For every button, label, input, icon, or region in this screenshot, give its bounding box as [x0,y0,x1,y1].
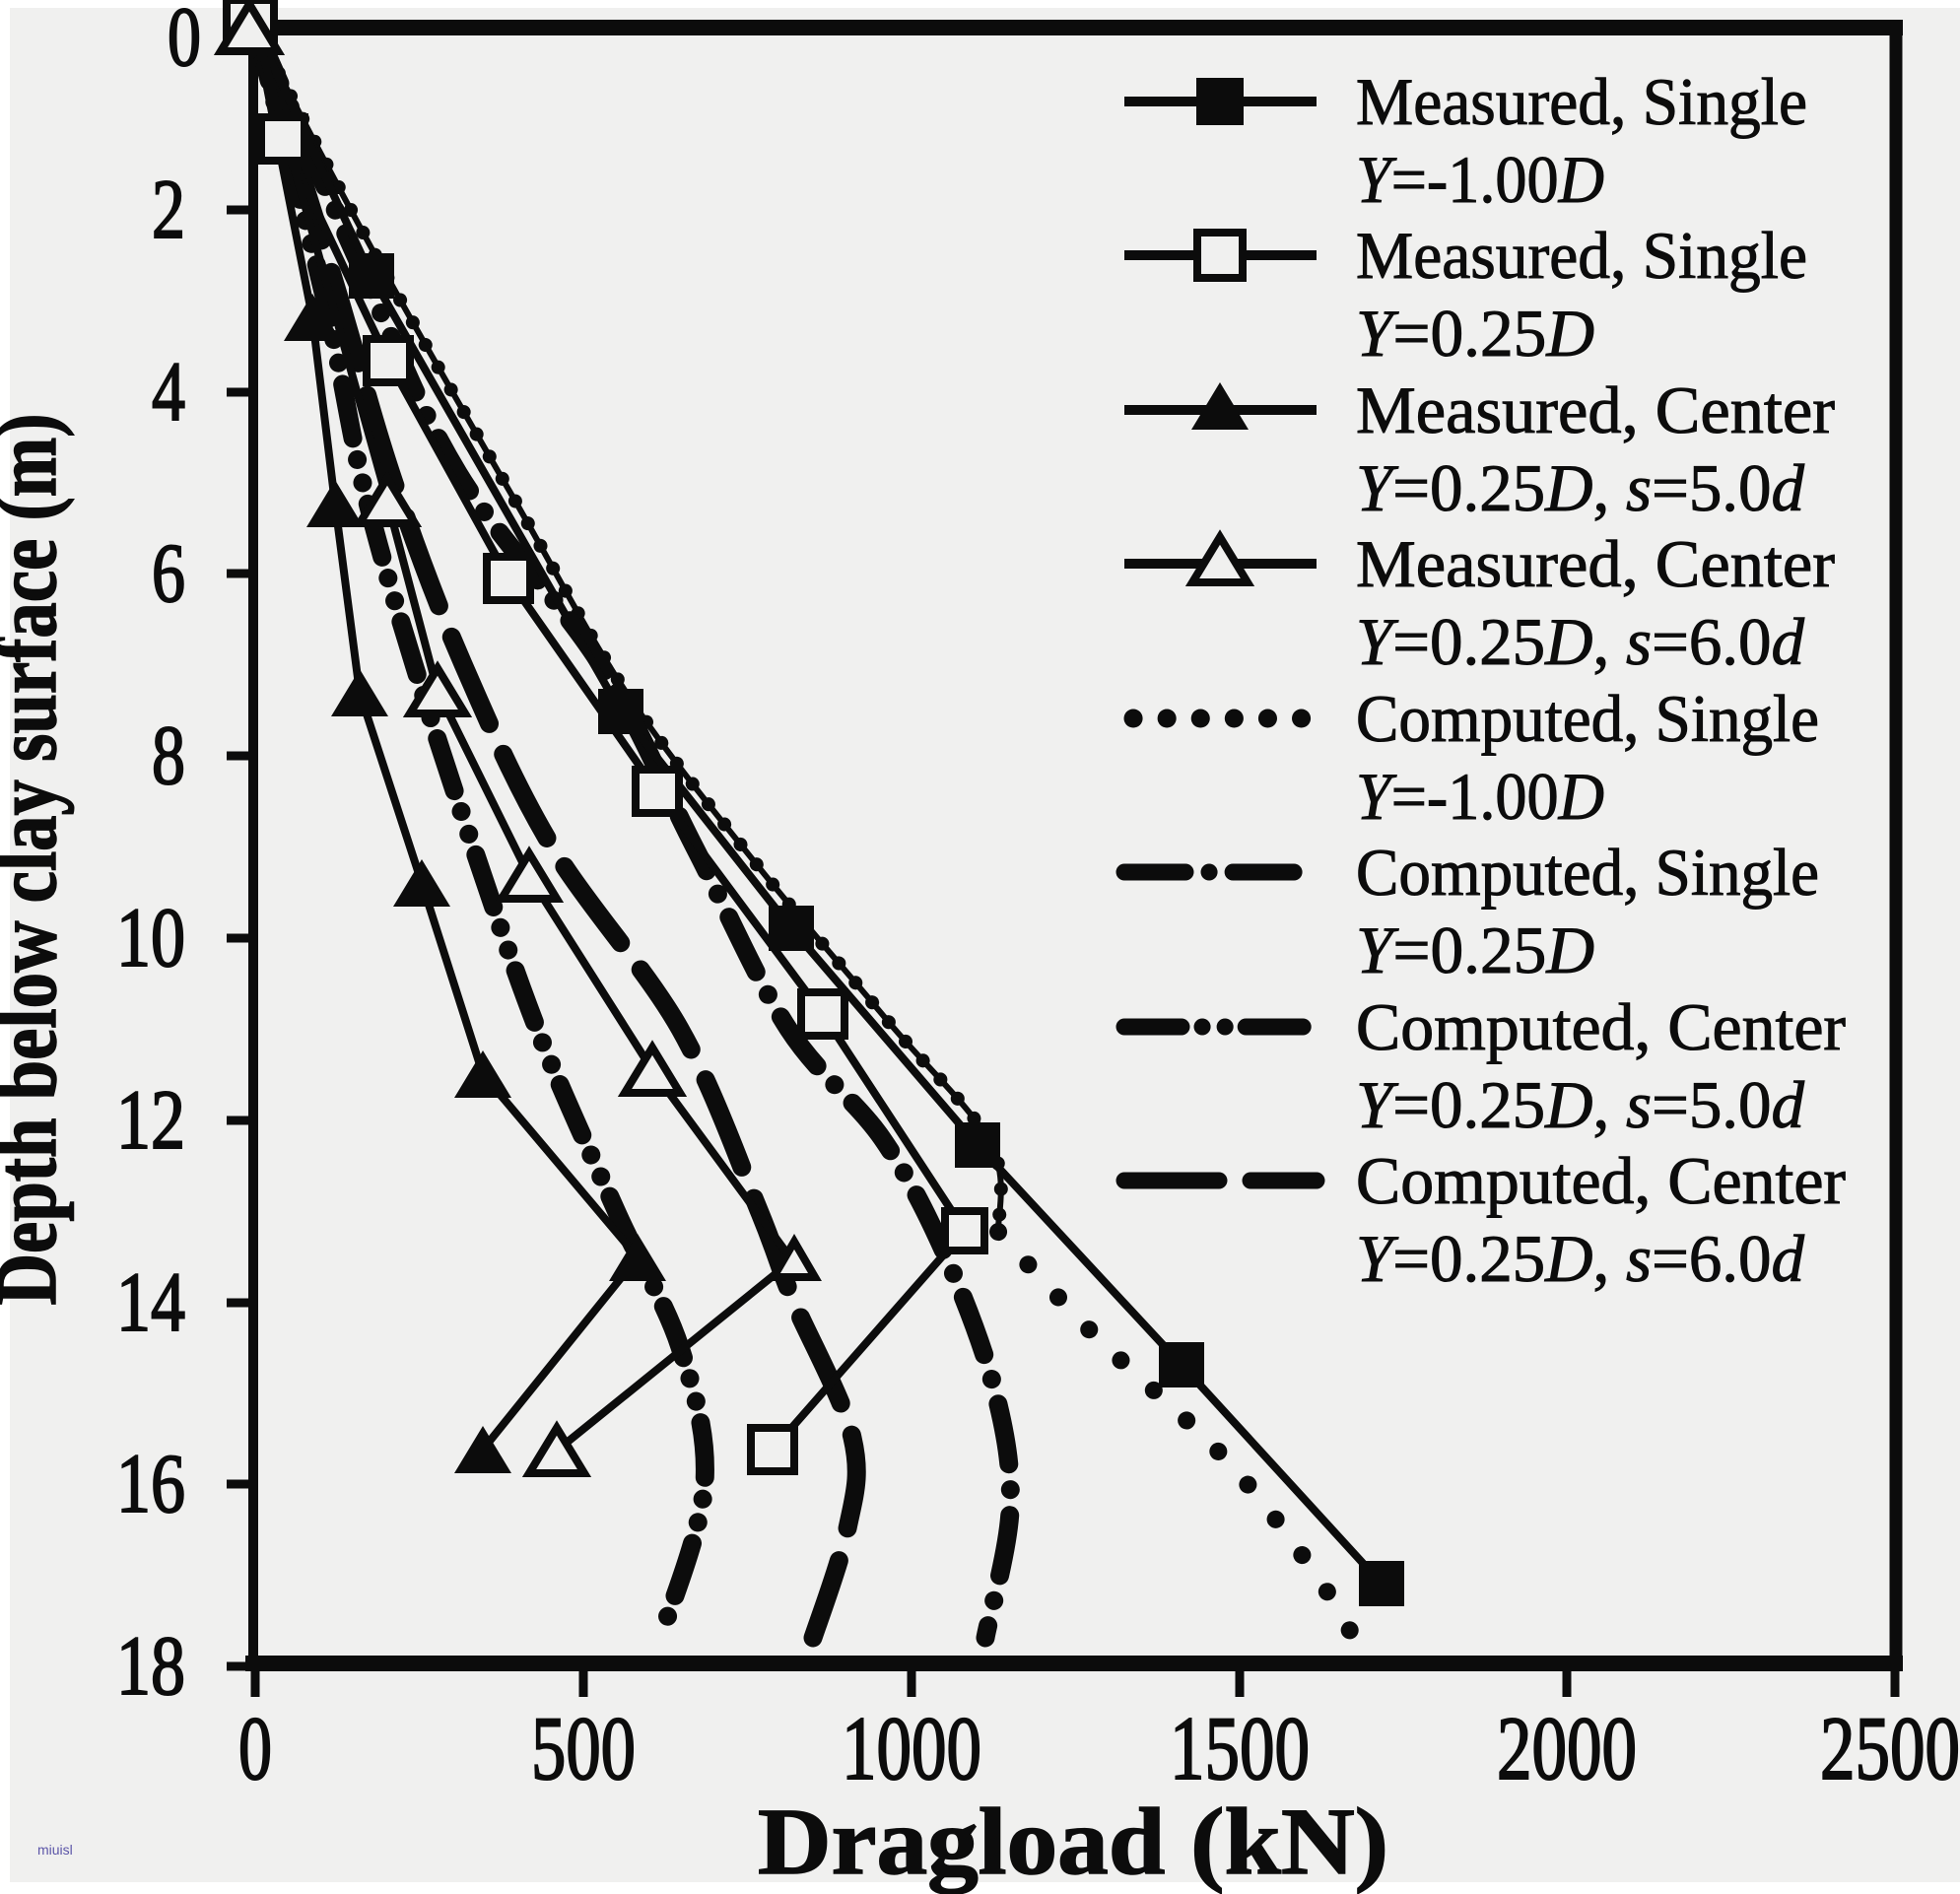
svg-text:Computed, Single: Computed, Single [1356,835,1819,910]
svg-text:1000: 1000 [842,1698,981,1798]
svg-text:2500: 2500 [1820,1698,1960,1798]
svg-text:8: 8 [152,708,185,802]
svg-text:Y=0.25D, s=5.0d: Y=0.25D, s=5.0d [1356,1067,1805,1142]
svg-text:Y=0.25D, s=5.0d: Y=0.25D, s=5.0d [1356,450,1805,525]
svg-text:1500: 1500 [1170,1698,1310,1798]
svg-text:500: 500 [531,1698,636,1798]
svg-text:Y=0.25D, s=6.0d: Y=0.25D, s=6.0d [1356,1221,1805,1296]
svg-text:Depth below clay surface (m): Depth below clay surface (m) [0,414,75,1306]
svg-text:miuisl: miuisl [37,1842,73,1858]
svg-text:Measured, Center: Measured, Center [1356,372,1835,447]
svg-text:Computed, Center: Computed, Center [1356,1143,1846,1218]
svg-text:4: 4 [152,344,185,439]
svg-text:Y=0.25D: Y=0.25D [1356,913,1594,987]
svg-text:Y=-1.00D: Y=-1.00D [1356,759,1604,834]
svg-text:Y=0.25D, s=6.0d: Y=0.25D, s=6.0d [1356,604,1805,679]
svg-text:Dragload (kN): Dragload (kN) [758,1789,1388,1894]
svg-text:10: 10 [116,890,185,984]
svg-text:Computed, Single: Computed, Single [1356,681,1819,756]
svg-text:2: 2 [152,162,185,256]
svg-text:Computed, Center: Computed, Center [1356,989,1846,1064]
svg-text:16: 16 [116,1436,185,1530]
svg-text:6: 6 [152,525,185,620]
svg-text:Y=0.25D: Y=0.25D [1356,296,1594,371]
svg-text:Measured, Single: Measured, Single [1356,218,1807,293]
svg-text:0: 0 [238,1698,272,1798]
svg-text:12: 12 [116,1072,185,1167]
svg-text:0: 0 [168,0,201,84]
svg-text:Measured, Center: Measured, Center [1356,526,1835,601]
svg-text:14: 14 [116,1254,185,1349]
svg-text:2000: 2000 [1497,1698,1637,1798]
svg-text:Y=-1.00D: Y=-1.00D [1356,142,1604,217]
svg-text:Measured, Single: Measured, Single [1356,64,1807,139]
svg-text:18: 18 [116,1618,185,1713]
